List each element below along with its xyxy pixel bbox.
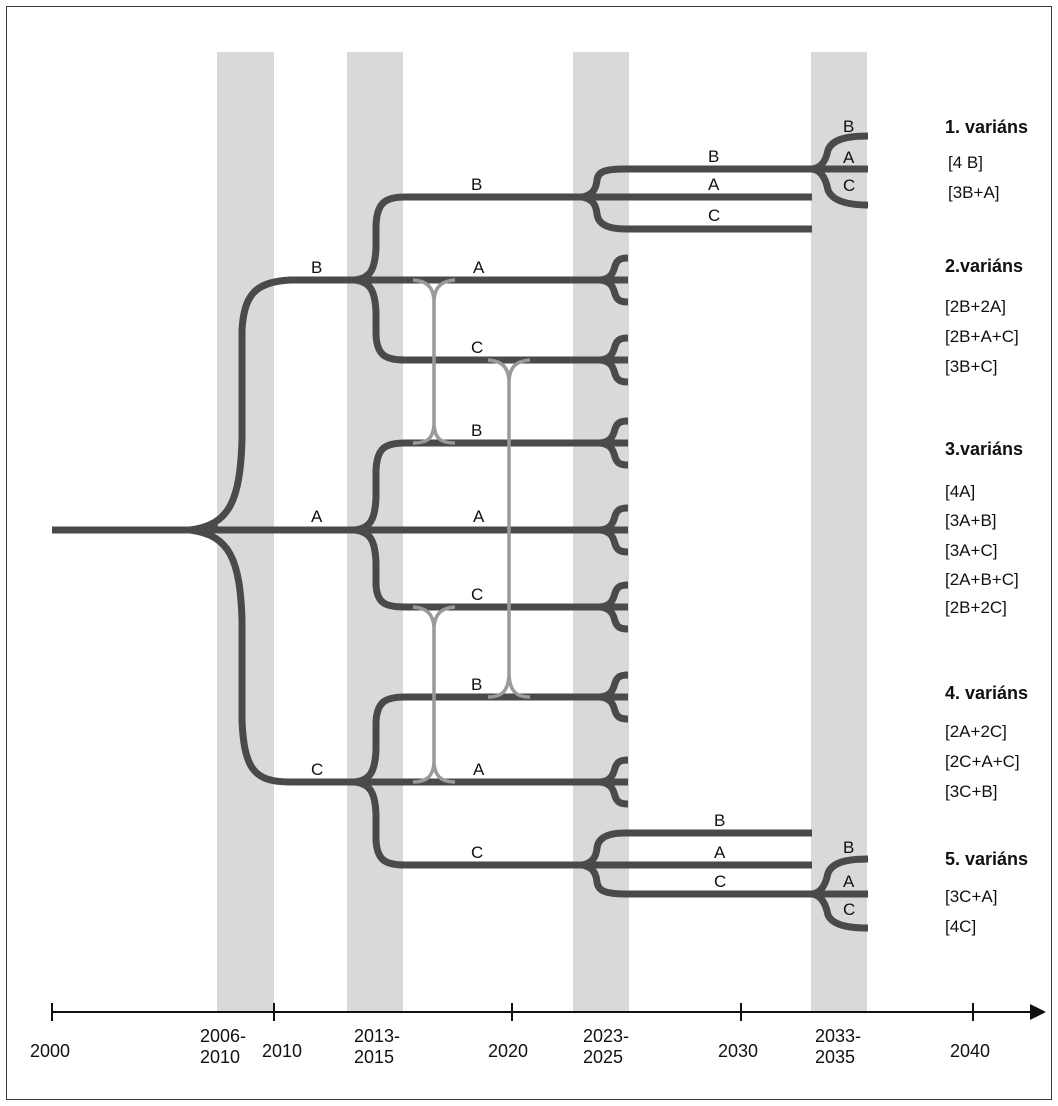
label-l2-c-c: C: [471, 843, 483, 862]
tick-label-2013-2015-b: 2015: [354, 1047, 394, 1067]
branch-l1-c: [189, 526, 360, 786]
tick-label-2023-2025-a: 2023-: [583, 1026, 629, 1046]
variant-2-item: [3B+C]: [945, 357, 997, 376]
variant-3-item: [3A+B]: [945, 511, 997, 530]
fan-row-530: [599, 504, 629, 556]
label-l2-a-c: C: [471, 585, 483, 604]
branch-l2-a-b: [354, 439, 600, 534]
variant-4-item: [2A+2C]: [945, 722, 1007, 741]
tick-label-2020: 2020: [488, 1041, 528, 1061]
variant-4-title: 4. variáns: [945, 683, 1028, 703]
variant-5-item: [4C]: [945, 917, 976, 936]
variant-2-item: [2B+2A]: [945, 297, 1006, 316]
label-l2-c-a: A: [473, 760, 485, 779]
label-l2-b-c: C: [471, 338, 483, 357]
label-l1-a: A: [311, 507, 323, 526]
label-l2-a-a: A: [473, 507, 485, 526]
label-l4-bot-a: A: [843, 872, 855, 891]
variant-3-item: [2B+2C]: [945, 598, 1007, 617]
tick-label-2006-2010-b: 2010: [200, 1047, 240, 1067]
tick-label-2033-2035-a: 2033-: [815, 1026, 861, 1046]
fan-row-697: [599, 671, 629, 723]
branch-l2-a-c: [354, 526, 600, 611]
label-l3-bot-a: A: [714, 843, 726, 862]
branch-letter-labels: B A C B A C B A C B A C B A C B A C B A …: [311, 117, 855, 919]
variant-3-item: [3A+C]: [945, 541, 997, 560]
fan-row-443: [599, 417, 629, 469]
variant-1-title: 1. variáns: [945, 117, 1028, 137]
branch-l2-c-b: [354, 693, 600, 786]
label-l3-top-b: B: [708, 147, 719, 166]
variant-3-title: 3.variáns: [945, 439, 1023, 459]
label-l3-top-a: A: [708, 175, 720, 194]
variant-4-item: [2C+A+C]: [945, 752, 1020, 771]
variant-2-title: 2.variáns: [945, 256, 1023, 276]
branch-l3-top-c: [581, 193, 812, 233]
label-l2-b-b: B: [471, 175, 482, 194]
branch-l1-b: [189, 276, 360, 534]
tick-label-2013-2015-a: 2013-: [354, 1026, 400, 1046]
label-l1-c: C: [311, 760, 323, 779]
branch-l4-top-c: [811, 165, 869, 209]
branch-network: [52, 132, 869, 932]
tick-label-2000: 2000: [30, 1041, 70, 1061]
label-l4-top-a: A: [843, 148, 855, 167]
label-l4-top-b: B: [843, 117, 854, 136]
branch-l2-c-c: [354, 778, 585, 869]
tick-label-2040: 2040: [950, 1041, 990, 1061]
label-l4-bot-b: B: [843, 838, 854, 857]
connector-3: [412, 605, 456, 784]
tick-label-2010: 2010: [262, 1041, 302, 1061]
tick-label-2033-2035-b: 2035: [815, 1047, 855, 1067]
axis-ticks: [51, 1003, 974, 1021]
variant-4-item: [3C+B]: [945, 782, 997, 801]
tick-label-2030: 2030: [718, 1041, 758, 1061]
label-l2-b-a: A: [473, 258, 485, 277]
fan-row-782: [599, 756, 629, 808]
axis-arrowhead: [1030, 1004, 1046, 1020]
label-l4-bot-c: C: [843, 900, 855, 919]
connector-2: [487, 358, 531, 699]
branch-l2-b-c: [354, 276, 600, 364]
connector-1: [412, 278, 456, 445]
tick-label-2023-2025-b: 2025: [583, 1047, 623, 1067]
variant-2-item: [2B+A+C]: [945, 327, 1019, 346]
label-l3-bot-c: C: [714, 872, 726, 891]
label-l3-bot-b: B: [714, 811, 725, 830]
variant-1-item: [4 B]: [948, 153, 983, 172]
tick-label-2006-2010-a: 2006-: [200, 1026, 246, 1046]
variant-3-item: [4A]: [945, 482, 975, 501]
branch-l3-bot-c: [581, 861, 812, 898]
fan-row-607: [599, 581, 629, 633]
variant-5-title: 5. variáns: [945, 849, 1028, 869]
variant-3-item: [2A+B+C]: [945, 570, 1019, 589]
variant-legend: 1. variáns [4 B] [3B+A] 2.variáns [2B+2A…: [945, 117, 1028, 936]
variant-1-item: [3B+A]: [948, 183, 1000, 202]
timeline-axis: 2000 2006- 2010 2010 2013- 2015 2020 202…: [30, 1003, 1046, 1067]
band-2033-2035: [811, 52, 867, 1012]
equivalence-connectors: [412, 278, 531, 784]
fan-row-280: [599, 254, 629, 306]
label-l4-top-c: C: [843, 176, 855, 195]
label-l1-b: B: [311, 258, 322, 277]
diagram-frame: [6, 6, 1052, 1100]
branch-l2-b-b: [354, 193, 585, 284]
label-l3-top-c: C: [708, 206, 720, 225]
label-l2-a-b: B: [471, 421, 482, 440]
branch-l4-bot-c: [811, 890, 869, 932]
variant-5-item: [3C+A]: [945, 887, 997, 906]
fan-row-360: [599, 334, 629, 386]
label-l2-c-b: B: [471, 675, 482, 694]
